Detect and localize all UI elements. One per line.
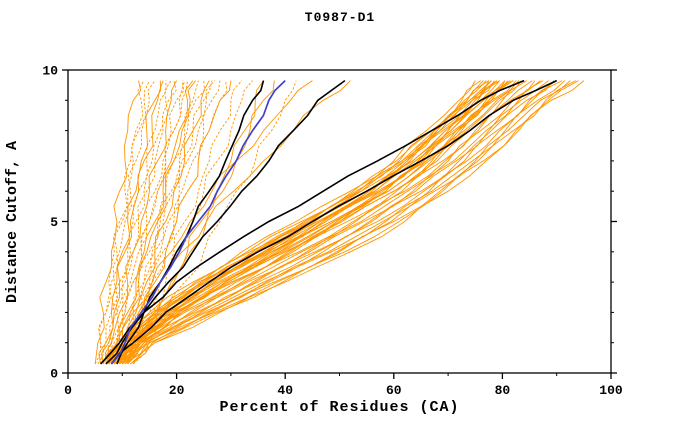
- model-curve: [132, 80, 297, 365]
- highlight-curve: [116, 80, 265, 365]
- model-curve: [105, 80, 177, 364]
- model-curve: [130, 80, 576, 365]
- model-curve: [97, 80, 150, 365]
- model-curve: [130, 80, 571, 365]
- highlight-curve: [110, 79, 558, 365]
- model-curve: [101, 80, 164, 364]
- reference-curve: [110, 79, 286, 365]
- y-tick-label: 5: [50, 215, 58, 230]
- model-curve: [121, 80, 549, 365]
- model-curve: [121, 80, 544, 365]
- model-curve: [105, 80, 313, 365]
- model-curve: [113, 80, 196, 365]
- model-curve: [122, 80, 520, 365]
- model-curve: [119, 80, 517, 365]
- x-tick-label: 40: [277, 383, 293, 398]
- x-tick-label: 20: [169, 383, 185, 398]
- model-curve: [100, 80, 476, 365]
- model-curve: [105, 80, 172, 365]
- model-curve: [113, 80, 522, 365]
- model-curve: [111, 80, 498, 365]
- plot-title: T0987-D1: [304, 10, 376, 25]
- model-curve: [98, 80, 162, 364]
- model-curve: [113, 80, 199, 364]
- model-curve: [127, 80, 563, 365]
- x-tick-label: 80: [495, 383, 511, 398]
- highlight-curve: [105, 79, 346, 365]
- model-curve: [116, 80, 511, 365]
- y-tick-label: 10: [42, 64, 58, 79]
- model-curve: [100, 80, 156, 364]
- model-curve: [104, 80, 178, 364]
- model-curve: [119, 80, 536, 365]
- model-curve: [119, 80, 228, 365]
- model-curve: [111, 80, 500, 365]
- x-tick-label: 0: [64, 383, 72, 398]
- model-curve: [132, 80, 585, 365]
- model-curve: [116, 80, 533, 365]
- x-tick-label: 100: [599, 383, 623, 398]
- model-curve: [94, 80, 142, 364]
- y-tick-label: 0: [50, 367, 58, 382]
- x-axis-label: Percent of Residues (CA): [219, 399, 460, 416]
- model-curve: [108, 80, 186, 365]
- model-curve: [111, 80, 194, 365]
- model-curve: [116, 80, 210, 365]
- model-curve: [94, 80, 145, 365]
- model-curve: [107, 80, 185, 364]
- x-tick-label: 60: [386, 383, 402, 398]
- model-curve: [119, 80, 215, 365]
